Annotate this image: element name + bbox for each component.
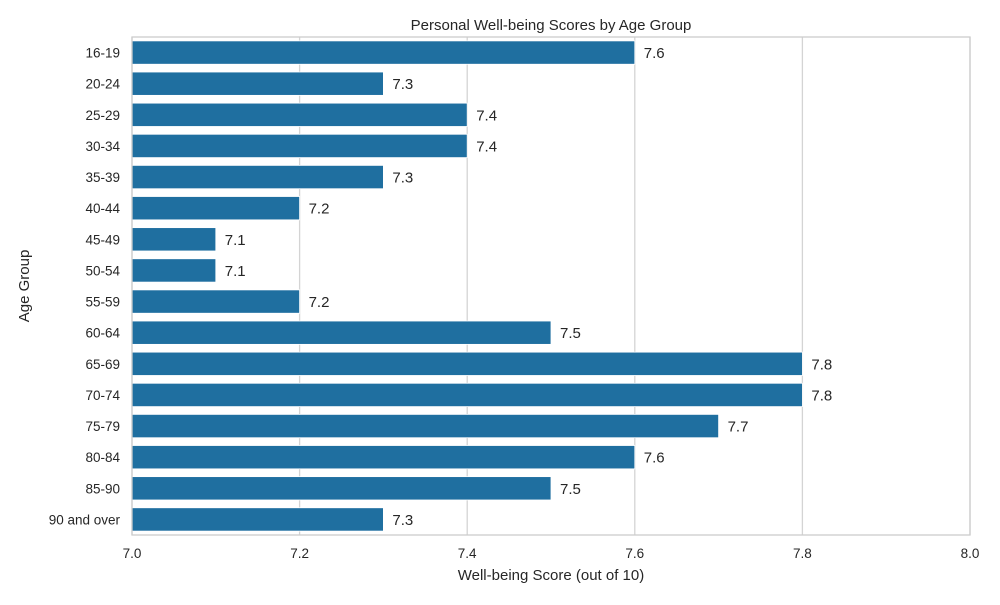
x-tick-label: 7.0 [123,546,142,561]
bar [131,71,384,96]
y-tick-label: 16-19 [85,46,120,61]
chart-title: Personal Well-being Scores by Age Group [411,17,692,34]
plot-frame [131,36,971,536]
data-labels: 7.6 7.3 7.4 7.4 7.3 7.2 7.1 7.1 7.2 7.5 7.8 7.8 7.7 7… [225,45,832,529]
bar [131,351,803,376]
bar [131,476,552,501]
y-tick-label: 55-59 [85,295,120,310]
bar [131,102,468,127]
bar [131,196,301,221]
y-tick-label: 25-29 [85,108,120,123]
data-label: 7.3 [392,170,413,187]
y-tick-label: 80-84 [85,450,120,465]
y-tick-label: 20-24 [85,77,120,92]
data-label: 7.8 [811,387,832,404]
data-label: 7.5 [560,325,581,342]
y-tick-label: 45-49 [85,232,120,247]
x-tick-label: 7.2 [290,546,309,561]
bar [131,227,217,252]
x-axis-label: Well-being Score (out of 10) [458,567,644,584]
y-tick-label: 75-79 [85,419,120,434]
data-label: 7.4 [476,138,497,155]
bar [131,289,301,314]
y-tick-label: 60-64 [85,326,120,341]
bar [131,40,636,65]
x-tick-label: 7.6 [625,546,644,561]
y-tick-label: 50-54 [85,263,120,278]
y-tick-label: 35-39 [85,170,120,185]
y-tick-label: 90 and over [49,512,121,527]
data-label: 7.4 [476,107,497,124]
bar [131,320,552,345]
data-label: 7.2 [309,201,330,218]
data-label: 7.6 [644,450,665,467]
data-label: 7.1 [225,232,246,249]
x-tick-labels: 7.0 7.2 7.4 7.6 7.8 8.0 [123,546,980,561]
data-label: 7.7 [728,419,749,436]
bar [131,507,384,532]
x-tick-label: 8.0 [961,546,980,561]
data-label: 7.1 [225,263,246,280]
bar [131,133,468,159]
bar [131,164,384,190]
y-tick-label: 40-44 [85,201,120,216]
y-tick-labels: 16-19 20-24 25-29 30-34 35-39 40-44 45-49 50-54… [49,46,121,528]
y-tick-label: 85-90 [85,481,120,496]
bar [131,258,217,283]
data-label: 7.2 [309,294,330,311]
y-tick-label: 30-34 [85,139,120,154]
data-label: 7.3 [392,512,413,529]
bar [131,382,803,408]
bar [131,413,719,439]
data-label: 7.3 [392,76,413,93]
bar [131,445,636,470]
y-axis-label: Age Group [16,250,33,323]
x-tick-label: 7.8 [793,546,812,561]
y-tick-label: 70-74 [85,388,120,403]
x-tick-label: 7.4 [458,546,477,561]
data-label: 7.6 [644,45,665,62]
data-label: 7.8 [811,356,832,373]
data-label: 7.5 [560,481,581,498]
y-tick-label: 65-69 [85,357,120,372]
